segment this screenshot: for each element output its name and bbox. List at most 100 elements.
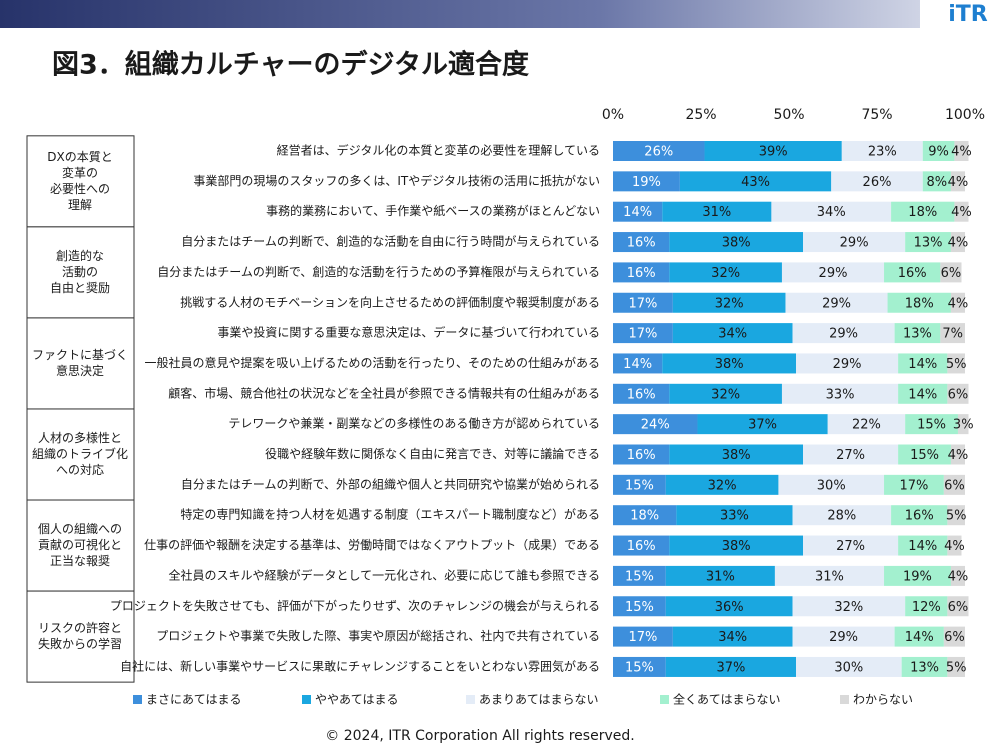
group-label: 活動の <box>62 265 98 279</box>
bar-segment <box>950 292 965 313</box>
value-label: 18% <box>908 205 937 220</box>
bar-segment <box>940 323 965 344</box>
bar-segment <box>665 474 779 495</box>
value-label: 6% <box>941 266 962 281</box>
bar-segment <box>884 565 951 586</box>
bar-segment <box>613 596 666 617</box>
value-label: 29% <box>840 236 869 251</box>
value-label: 15% <box>625 478 654 493</box>
value-label: 22% <box>852 418 881 433</box>
bar-segment <box>613 141 705 161</box>
group-label: 組織のトライブ化 <box>32 446 128 461</box>
bar-segment <box>827 414 906 435</box>
bar-segment <box>672 292 786 313</box>
bar-segment <box>922 171 951 192</box>
value-label: 17% <box>900 478 929 493</box>
value-label: 34% <box>817 205 846 220</box>
group-label: リスクの許容と <box>38 620 122 635</box>
legend-swatch <box>660 695 669 704</box>
value-label: 17% <box>628 630 657 645</box>
bar-segment <box>803 444 899 465</box>
bar-segment <box>704 141 842 161</box>
value-label: 39% <box>759 145 788 160</box>
value-label: 15% <box>625 600 654 615</box>
value-label: 15% <box>625 660 654 675</box>
value-label: 6% <box>948 387 969 402</box>
bar-segment <box>943 626 965 647</box>
category-label: 自分またはチームの判断で、創造的な活動を行うための予算権限が与えられている <box>157 264 600 279</box>
bar-segment <box>891 505 948 526</box>
value-label: 15% <box>910 448 939 463</box>
bar-segment <box>669 383 782 404</box>
value-label: 29% <box>822 296 851 311</box>
group-label: 理解 <box>68 198 92 212</box>
value-label: 31% <box>815 569 844 584</box>
bar-segment <box>943 474 965 495</box>
group-label: 正当な報奨 <box>50 554 110 568</box>
group-label: への対応 <box>56 463 104 477</box>
value-label: 37% <box>748 418 777 433</box>
x-tick-label: 0% <box>602 107 624 123</box>
legend-label: わからない <box>853 693 913 707</box>
value-label: 7% <box>942 327 963 342</box>
legend-swatch <box>133 695 142 704</box>
bar-segment <box>774 565 885 586</box>
group-label: 失敗からの学習 <box>38 636 122 651</box>
bar-segment <box>792 626 895 647</box>
bar-segment <box>947 596 969 617</box>
value-label: 5% <box>946 509 967 524</box>
bar-segment <box>887 292 951 313</box>
legend-swatch <box>840 695 849 704</box>
category-label: 特定の専門知識を持つ人材を処遇する制度（エキスパート職制度など）がある <box>180 507 600 522</box>
value-label: 23% <box>868 145 897 160</box>
bar-segment <box>771 201 892 222</box>
value-label: 12% <box>912 600 941 615</box>
value-label: 16% <box>627 448 656 463</box>
x-tick-label: 25% <box>685 107 716 123</box>
value-label: 14% <box>905 630 934 645</box>
category-label: 事業部門の現場のスタッフの多くは、ITやデジタル技術の活用に抵抗がない <box>193 173 600 188</box>
bar-segment <box>947 535 962 556</box>
bar-segment <box>947 656 965 677</box>
value-label: 18% <box>630 509 659 524</box>
bar-segment <box>950 444 965 465</box>
group-label: 貢献の可視化と <box>38 537 122 552</box>
group-box <box>26 135 135 228</box>
value-label: 24% <box>641 418 670 433</box>
value-label: 31% <box>706 569 735 584</box>
value-label: 4% <box>948 236 969 251</box>
legend-label: 全くあてはまらない <box>673 692 781 707</box>
bar-segment <box>613 323 673 344</box>
group-label: 個人の組織への <box>38 522 122 536</box>
group-label: DXの本質と <box>47 149 112 164</box>
group-box <box>26 590 135 683</box>
value-label: 32% <box>834 600 863 615</box>
bar-segment <box>679 171 832 192</box>
category-label: 一般社員の意見や提案を吸い上げるための活動を行ったり、そのための仕組みがある <box>144 355 600 370</box>
bar-segment <box>792 323 895 344</box>
bar-segment <box>662 201 772 222</box>
value-label: 15% <box>625 569 654 584</box>
value-label: 4% <box>948 569 969 584</box>
value-label: 26% <box>644 145 673 160</box>
group-label: ファクトに基づく <box>32 348 128 362</box>
value-label: 5% <box>946 660 967 675</box>
bar-segment <box>947 383 969 404</box>
bar-segment <box>613 626 673 647</box>
value-label: 33% <box>826 387 855 402</box>
bar-segment <box>613 444 670 465</box>
legend-label: ややあてはまる <box>315 693 399 707</box>
category-label: 役職や経験年数に関係なく自由に発言でき、対等に議論できる <box>265 446 600 461</box>
value-label: 8% <box>927 175 948 190</box>
category-label: テレワークや兼業・副業などの多様性のある働き方が認められている <box>228 416 600 431</box>
value-label: 9% <box>928 145 949 160</box>
bar-segment <box>785 292 888 313</box>
value-label: 4% <box>951 145 972 160</box>
group-label: 意思決定 <box>56 363 104 378</box>
value-label: 29% <box>829 327 858 342</box>
value-label: 26% <box>863 175 892 190</box>
value-label: 4% <box>948 296 969 311</box>
value-label: 6% <box>944 630 965 645</box>
legend-label: まさにあてはまる <box>146 693 242 707</box>
